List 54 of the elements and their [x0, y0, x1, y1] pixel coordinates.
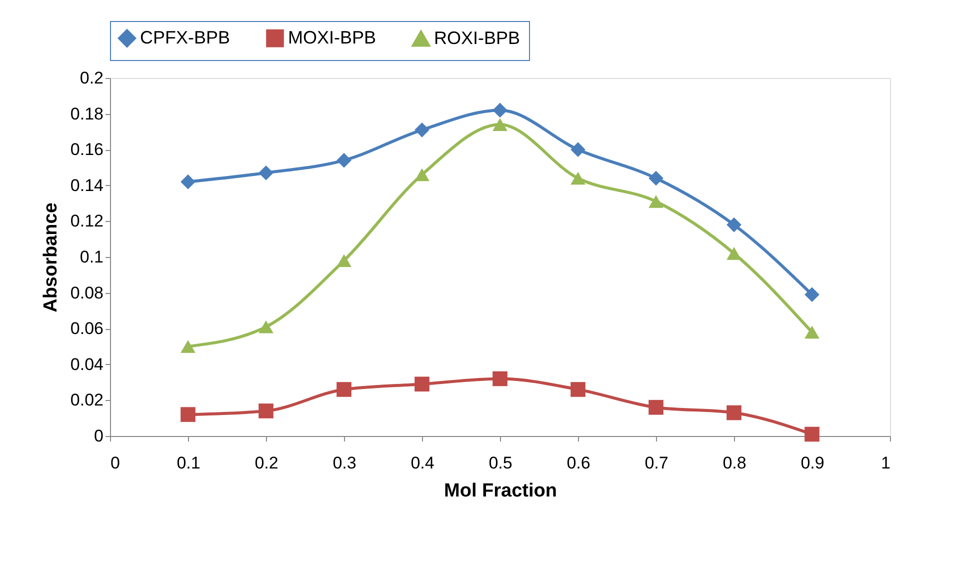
point — [648, 195, 664, 208]
legend-label: CPFX-BPB — [140, 27, 230, 48]
point — [492, 102, 508, 118]
point — [570, 142, 586, 158]
x-tick-label: 0.4 — [410, 454, 434, 472]
point — [336, 382, 352, 397]
legend-label: MOXI-BPB — [288, 27, 376, 48]
x-tick-label: 0.8 — [722, 454, 746, 472]
y-tick-label: 0.12 — [70, 212, 104, 231]
point — [258, 320, 274, 334]
x-tick-label: 0.7 — [644, 454, 668, 472]
point — [258, 404, 274, 418]
y-tick-label: 0.08 — [70, 283, 104, 302]
y-tick-label: 0 — [94, 426, 104, 446]
y-tick-label: 0.2 — [80, 68, 104, 88]
point — [414, 122, 430, 138]
point — [336, 152, 352, 168]
y-tick-label: 0.02 — [70, 390, 104, 410]
x-tick-label: 1 — [881, 454, 890, 472]
point — [726, 217, 742, 232]
point — [492, 371, 508, 386]
point — [414, 376, 430, 392]
point — [804, 426, 820, 442]
point — [492, 118, 508, 131]
point — [336, 254, 352, 268]
x-tick-label: 0.2 — [254, 454, 278, 472]
point — [258, 165, 274, 180]
point — [414, 168, 430, 182]
point — [180, 340, 196, 353]
point — [804, 326, 820, 339]
y-tick-label: 0.16 — [70, 140, 104, 160]
point — [648, 400, 664, 415]
x-tick-label: 0.1 — [176, 454, 200, 472]
y-tick-label: 0.14 — [70, 176, 104, 195]
point — [648, 170, 664, 186]
point — [570, 172, 586, 185]
point — [180, 174, 196, 190]
y-tick-label: 0.18 — [70, 104, 104, 124]
x-axis-title: Mol Fraction — [444, 480, 557, 502]
point — [570, 382, 586, 397]
x-tick-label: 0.3 — [332, 454, 356, 472]
x-tick-label: 0.5 — [488, 454, 512, 472]
point — [804, 287, 820, 302]
point — [726, 246, 742, 260]
x-tick-label: 0.6 — [566, 454, 590, 472]
y-axis-title: Absorbance — [40, 202, 62, 312]
y-tick-label: 0.06 — [70, 319, 104, 338]
legend-label: ROXI-BPB — [434, 28, 520, 48]
y-tick-label: 0.04 — [70, 354, 104, 374]
x-tick-label: 0 — [110, 454, 120, 472]
point — [180, 407, 196, 422]
x-tick-label: 0.9 — [800, 454, 824, 472]
point — [726, 405, 742, 420]
y-tick-label: 0.1 — [80, 248, 104, 266]
